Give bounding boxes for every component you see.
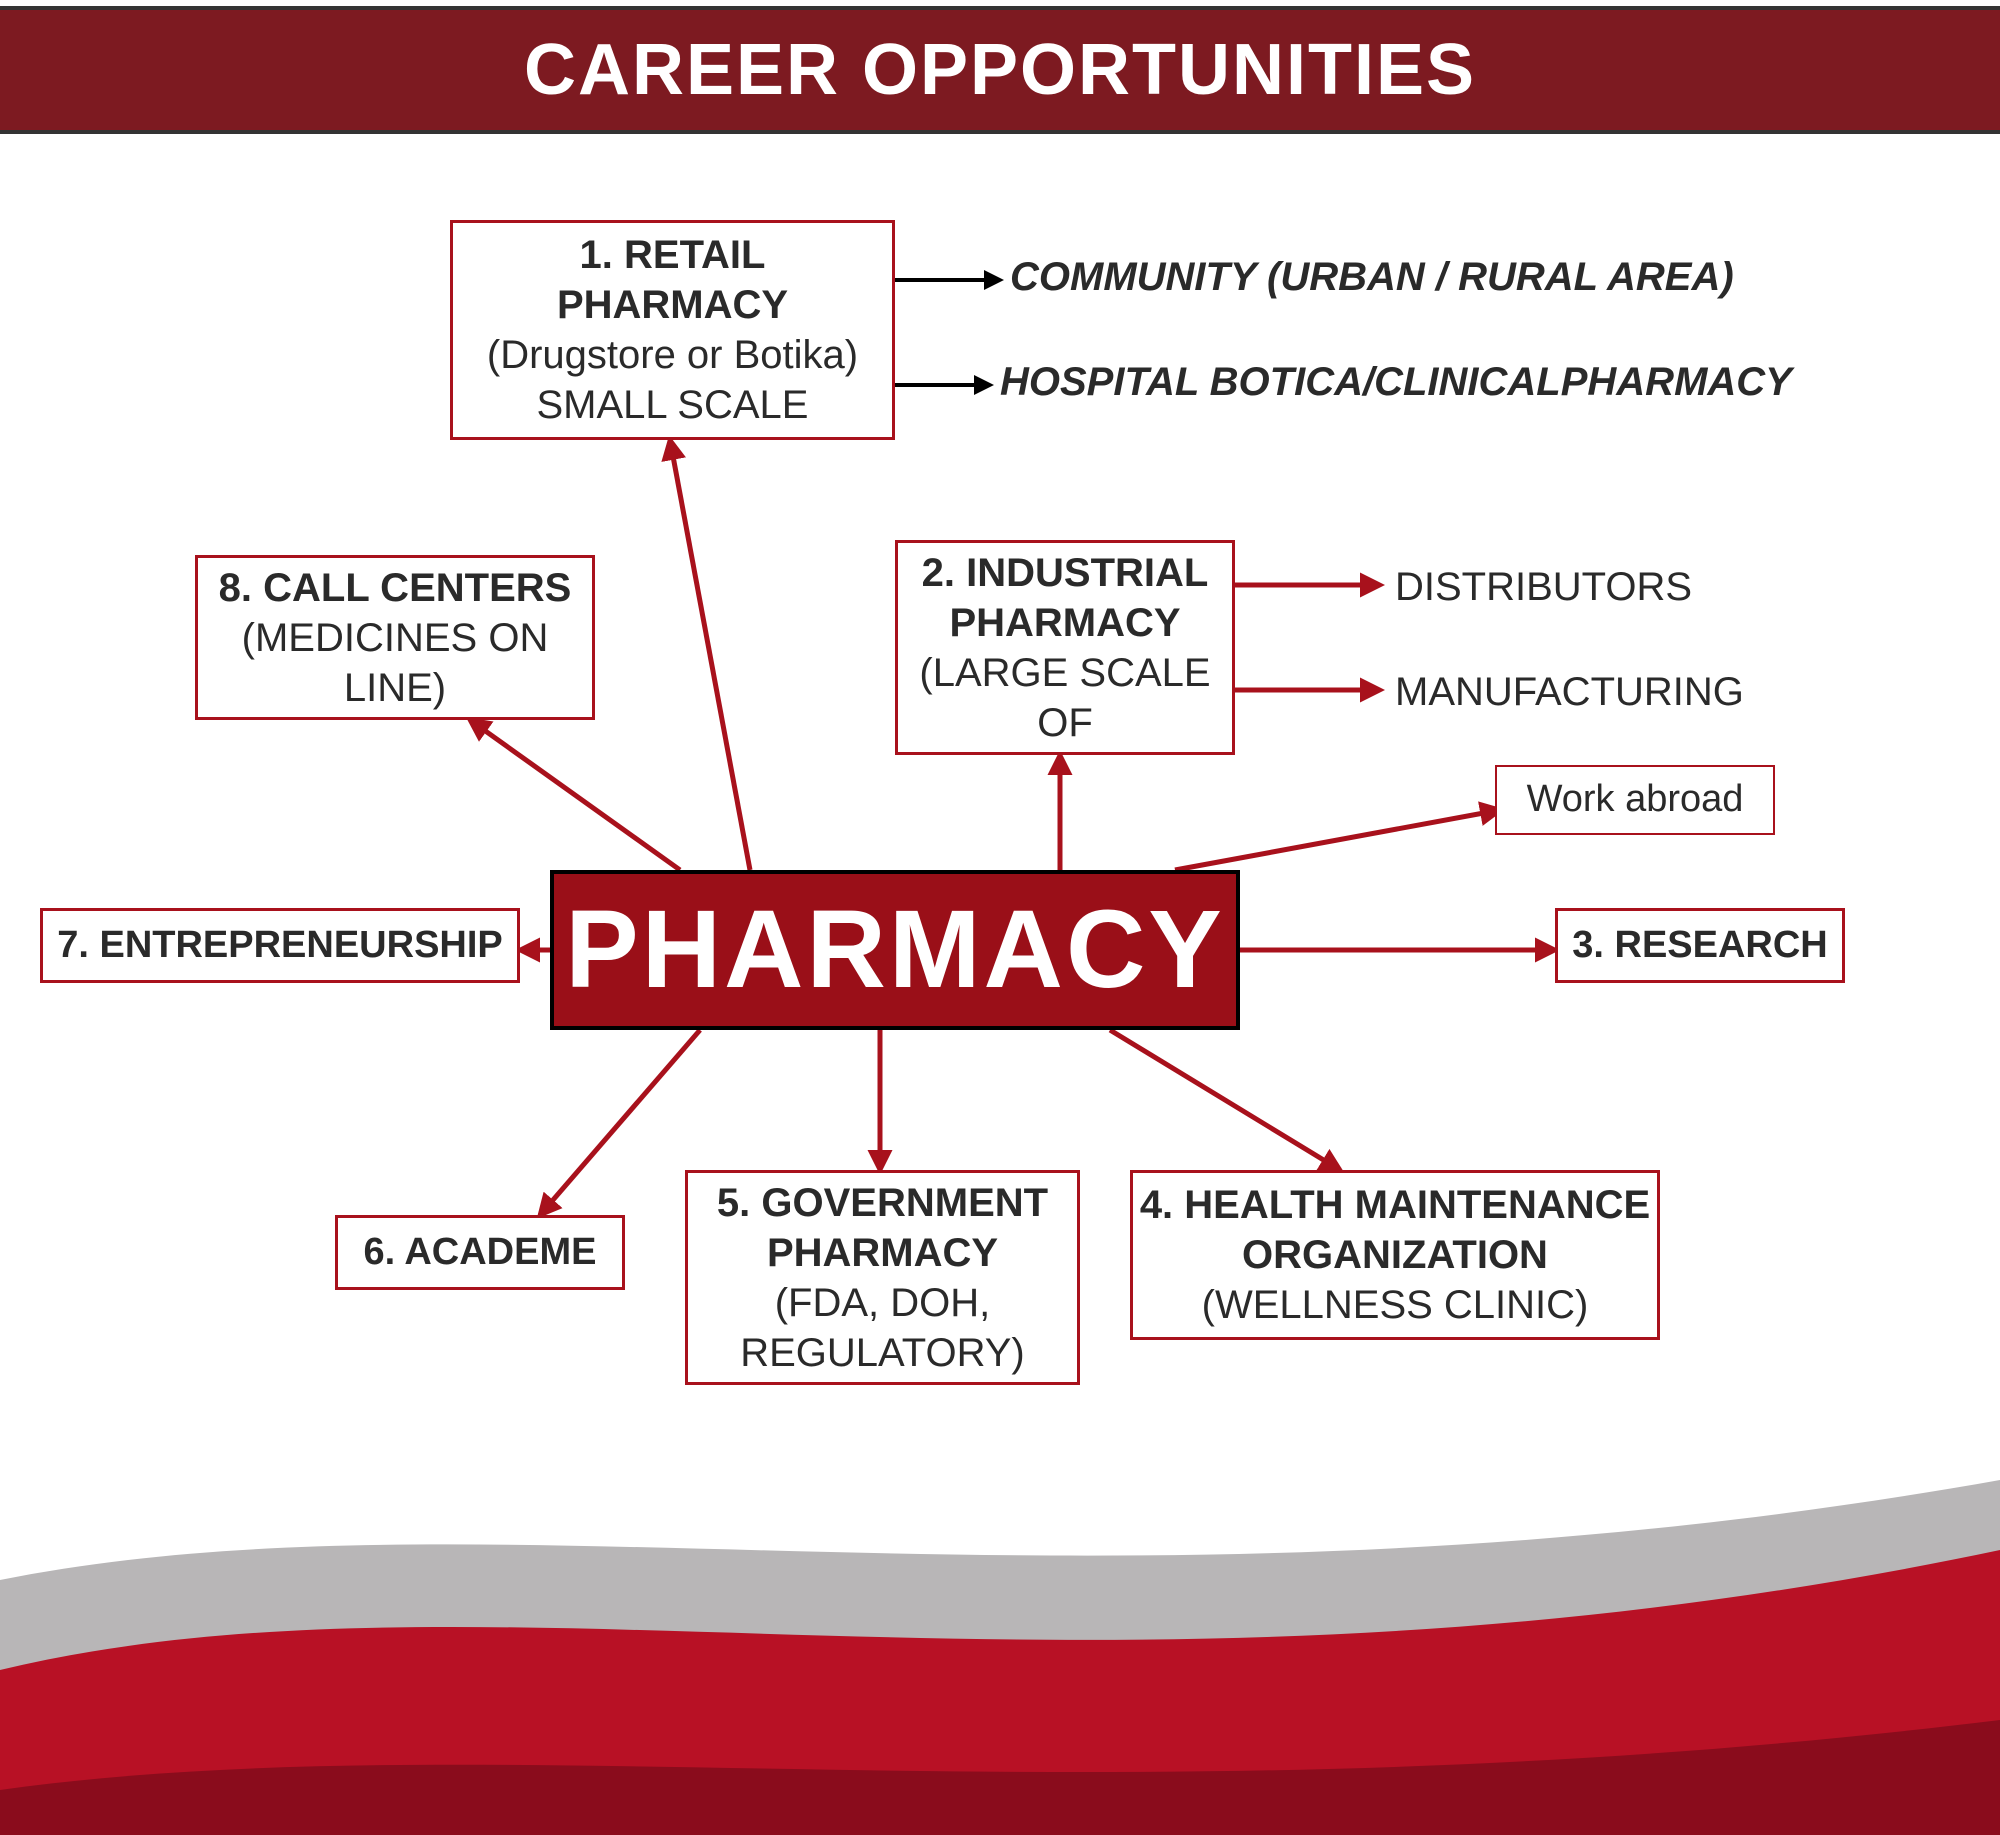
arrow-4 <box>470 720 680 870</box>
node-retail-line: (Drugstore or Botika) <box>487 330 858 380</box>
node-hmo: 4. HEALTH MAINTENANCEORGANIZATION(WELLNE… <box>1130 1170 1660 1340</box>
node-workabroad-line: Work abroad <box>1527 776 1744 824</box>
node-government: 5. GOVERNMENTPHARMACY(FDA, DOH,REGULATOR… <box>685 1170 1080 1385</box>
arrow-2 <box>670 440 750 870</box>
label-community: COMMUNITY (URBAN / RURAL AREA) <box>1010 255 1734 300</box>
node-industrial-line: PHARMACY <box>949 598 1180 648</box>
node-academe: 6. ACADEME <box>335 1215 625 1290</box>
node-research-line: 3. RESEARCH <box>1572 922 1828 970</box>
node-retail-line: 1. RETAIL <box>580 230 766 280</box>
node-callcenters: 8. CALL CENTERS(MEDICINES ONLINE) <box>195 555 595 720</box>
node-retail-line: PHARMACY <box>557 280 788 330</box>
node-government-line: 5. GOVERNMENT <box>717 1178 1048 1228</box>
node-hmo-line: ORGANIZATION <box>1242 1230 1548 1280</box>
node-retail: 1. RETAILPHARMACY(Drugstore or Botika)SM… <box>450 220 895 440</box>
center-node-pharmacy: PHARMACY <box>550 870 1240 1030</box>
node-entrepreneurship-line: 7. ENTREPRENEURSHIP <box>57 922 503 970</box>
label-distributors: DISTRIBUTORS <box>1395 565 1692 610</box>
node-retail-line: SMALL SCALE <box>537 380 809 430</box>
node-academe-line: 6. ACADEME <box>364 1229 597 1277</box>
arrow-10 <box>1110 1030 1340 1170</box>
node-industrial-line: 2. INDUSTRIAL <box>922 548 1209 598</box>
node-industrial: 2. INDUSTRIALPHARMACY(LARGE SCALEOF <box>895 540 1235 755</box>
node-industrial-line: OF <box>1037 698 1093 748</box>
label-hospital: HOSPITAL BOTICA/CLINICALPHARMACY <box>1000 360 1792 405</box>
node-government-line: REGULATORY) <box>740 1328 1025 1378</box>
node-government-line: (FDA, DOH, <box>775 1278 991 1328</box>
node-hmo-line: (WELLNESS CLINIC) <box>1202 1280 1589 1330</box>
node-hmo-line: 4. HEALTH MAINTENANCE <box>1140 1180 1650 1230</box>
arrow-8 <box>540 1030 700 1215</box>
node-callcenters-line: LINE) <box>344 663 446 713</box>
label-manufacturing: MANUFACTURING <box>1395 670 1744 715</box>
center-node-label: PHARMACY <box>565 881 1225 1019</box>
node-research: 3. RESEARCH <box>1555 908 1845 983</box>
node-government-line: PHARMACY <box>767 1228 998 1278</box>
arrow-5 <box>1175 810 1500 870</box>
node-callcenters-line: 8. CALL CENTERS <box>219 563 572 613</box>
node-workabroad: Work abroad <box>1495 765 1775 835</box>
node-callcenters-line: (MEDICINES ON <box>242 613 549 663</box>
node-entrepreneurship: 7. ENTREPRENEURSHIP <box>40 908 520 983</box>
node-industrial-line: (LARGE SCALE <box>919 648 1210 698</box>
